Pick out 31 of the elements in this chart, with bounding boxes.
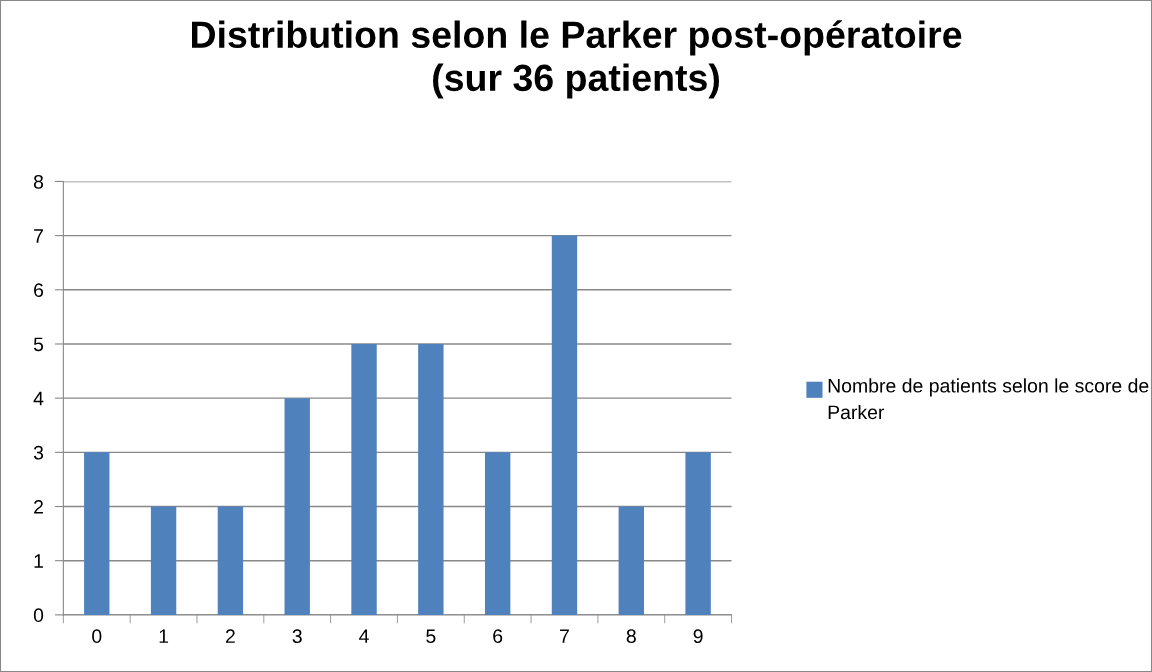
x-tick-label: 5 xyxy=(426,629,436,644)
bar xyxy=(150,506,177,615)
bar xyxy=(351,343,377,615)
legend-label: Nombre de patients selon le score de Parker xyxy=(828,378,1149,420)
x-tick-label: 3 xyxy=(292,629,302,644)
x-tick-label: 1 xyxy=(159,629,169,643)
bar xyxy=(217,506,244,615)
y-tick-label: 3 xyxy=(33,445,44,460)
x-tick-label: 7 xyxy=(560,629,569,643)
y-tick-label: 5 xyxy=(33,337,44,352)
x-tick-label: 2 xyxy=(225,629,235,643)
y-tick-label: 6 xyxy=(34,283,44,298)
chart-title: Distribution selon le Parker post-opératoire (sur 36 patients) xyxy=(192,20,962,99)
y-tick-label: 4 xyxy=(33,391,44,406)
bar xyxy=(551,235,578,615)
bar xyxy=(685,452,711,615)
bar xyxy=(84,452,110,615)
y-tick-label: 7 xyxy=(34,229,43,243)
x-tick-label: 4 xyxy=(359,629,369,643)
bar xyxy=(484,452,511,615)
x-tick-label: 9 xyxy=(693,629,703,644)
x-tick-label: 8 xyxy=(626,629,636,644)
y-tick-label: 2 xyxy=(34,499,43,514)
y-tick-label: 1 xyxy=(34,554,43,568)
x-tick-label: 6 xyxy=(493,629,503,644)
y-tick-label: 8 xyxy=(33,174,44,189)
bar xyxy=(284,398,310,615)
x-tick-label: 0 xyxy=(92,629,102,644)
y-tick-label: 0 xyxy=(33,608,44,623)
bar xyxy=(418,343,444,615)
bar xyxy=(618,506,644,615)
